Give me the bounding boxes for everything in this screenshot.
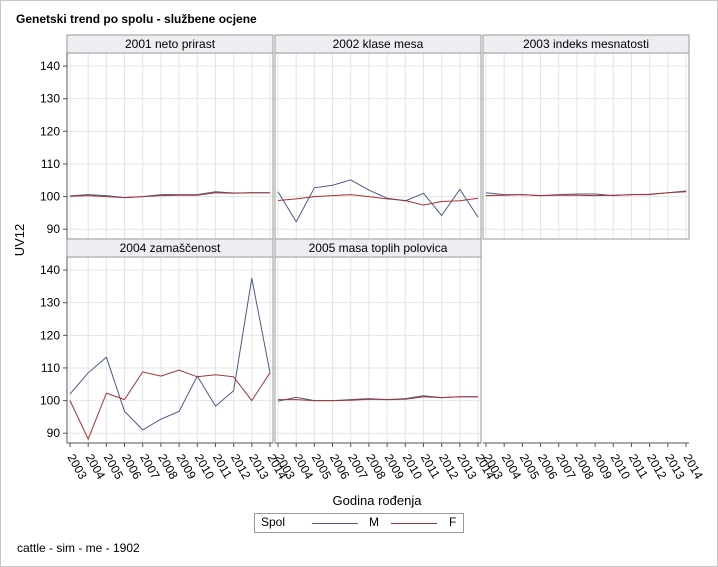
y-axis-row-2: 90 100 110 120 130 140 <box>40 257 68 443</box>
legend-label-f: F <box>449 515 457 529</box>
legend-line-m <box>312 523 358 524</box>
y-tick-label: 120 <box>40 328 60 342</box>
panel-title: 2005 masa toplih polovica <box>309 241 448 255</box>
y-tick-label: 130 <box>40 296 60 310</box>
chart-title: Genetski trend po spolu - službene ocjen… <box>16 12 257 26</box>
plot-area <box>483 53 689 239</box>
x-axis-label: Godina rođenja <box>333 493 423 508</box>
panel-title: 2004 zamaščenost <box>120 241 221 255</box>
y-tick-label: 110 <box>41 361 60 375</box>
panel-2: 2002 klase mesa <box>274 34 482 240</box>
series-line-f <box>69 369 271 441</box>
panel-5: 2005 masa toplih polovica <box>274 238 482 444</box>
y-tick-label: 90 <box>47 426 61 440</box>
y-axis-row-1: 90 100 110 120 130 140 <box>40 53 68 239</box>
legend-line-f <box>391 523 437 524</box>
y-tick-label: 100 <box>40 190 60 204</box>
series-line-f <box>277 194 479 206</box>
series-line-f <box>278 396 478 402</box>
y-tick-label: 120 <box>40 124 60 138</box>
panel-3: 2003 indeks mesnatosti <box>482 34 690 240</box>
legend: Spol M F <box>254 513 464 533</box>
legend-label-m: M <box>369 515 379 529</box>
series-line-m <box>69 278 271 431</box>
panel-title: 2002 klase mesa <box>333 37 424 51</box>
x-tick-label: 2014 <box>680 452 706 482</box>
x-axis-col-1: 2003200420052006200720082009201020112012… <box>64 442 290 482</box>
y-tick-label: 140 <box>40 59 60 73</box>
y-tick-label: 130 <box>40 92 60 106</box>
footer-note: cattle - sim - me - 1902 <box>17 541 140 555</box>
plot-area <box>67 257 273 443</box>
series-line-f <box>69 192 270 199</box>
plot-area <box>67 53 273 239</box>
legend-title: Spol <box>261 515 286 529</box>
y-axis-label: UV12 <box>12 224 27 257</box>
panel-1: 2001 neto prirast <box>66 34 274 240</box>
plot-area <box>275 257 481 443</box>
y-tick-label: 110 <box>41 157 60 171</box>
panel-border <box>482 52 690 240</box>
panel-title: 2003 indeks mesnatosti <box>523 37 649 51</box>
series-line-f <box>485 191 687 197</box>
y-tick-label: 90 <box>47 222 61 236</box>
y-tick-label: 100 <box>40 394 60 408</box>
plot-area <box>275 53 481 239</box>
panel-title: 2001 neto prirast <box>125 37 216 51</box>
panel-4: 2004 zamaščenost <box>66 238 274 444</box>
y-tick-label: 140 <box>40 263 60 277</box>
x-axis-col-2: 2003200420052006200720082009201020112012… <box>272 442 498 482</box>
x-axis-col-3: 2003200420052006200720082009201020112012… <box>480 442 706 482</box>
series-line-m <box>277 179 479 223</box>
